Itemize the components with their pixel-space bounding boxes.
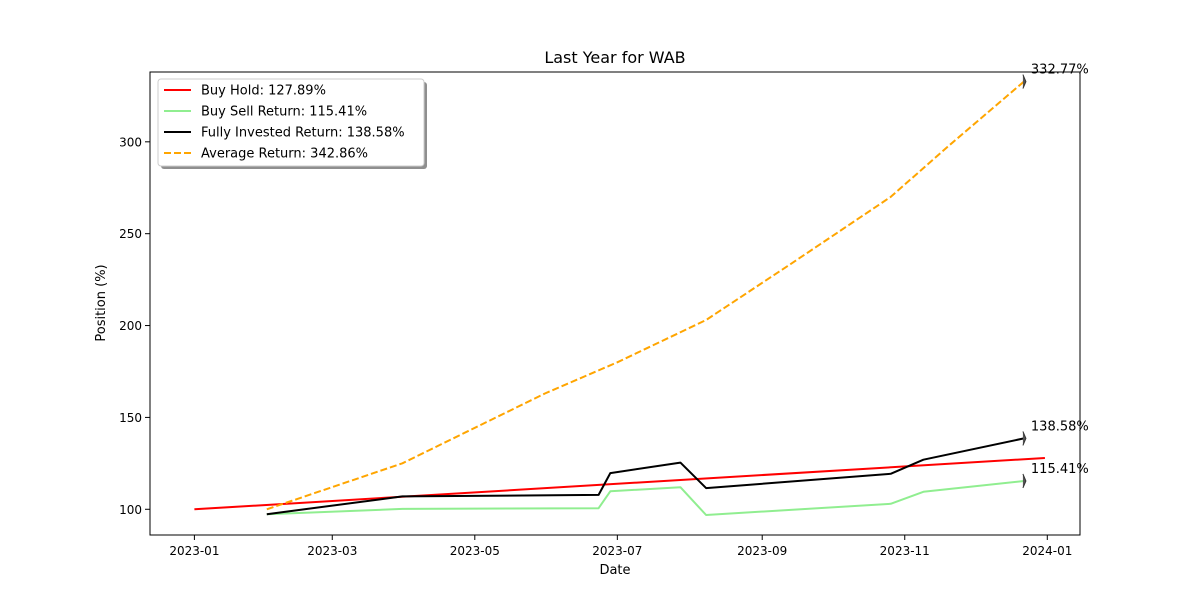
x-tick-label: 2023-07 [592, 544, 642, 558]
x-tick-label: 2024-01 [1022, 544, 1072, 558]
x-tick-label: 2023-09 [737, 544, 787, 558]
legend-label-3: Average Return: 342.86% [201, 147, 368, 162]
x-tick-label: 2023-05 [450, 544, 500, 558]
y-tick-label: 300 [119, 135, 142, 149]
series-line-1 [266, 480, 1025, 516]
plot-area: 332.77% 138.58% 115.41% [194, 63, 1089, 516]
legend-label-2: Fully Invested Return: 138.58% [201, 126, 405, 141]
x-axis: 2023-01 2023-03 2023-05 2023-07 2023-09 2023-… [169, 535, 1072, 558]
y-tick-label: 200 [119, 319, 142, 333]
annotation-label-2: 115.41% [1031, 462, 1089, 477]
annotation-arrow-0 [1022, 74, 1027, 89]
chart-title: Last Year for WAB [544, 48, 685, 67]
legend-box [157, 78, 425, 167]
x-tick-label: 2023-03 [307, 544, 357, 558]
series-line-0 [194, 457, 1045, 511]
series-line-2 [266, 437, 1025, 516]
annotation-arrow-2 [1022, 473, 1027, 489]
series-line-3 [266, 80, 1025, 511]
x-tick-label: 2023-11 [880, 544, 930, 558]
legend-label-0: Buy Hold: 127.89% [201, 84, 326, 99]
x-axis-label: Date [599, 563, 630, 578]
annotation-label-0: 332.77% [1031, 63, 1089, 78]
y-axis-label: Position (%) [94, 264, 109, 341]
y-tick-label: 250 [119, 227, 142, 241]
annotation-arrow-1 [1022, 431, 1027, 446]
y-tick-label: 100 [119, 503, 142, 517]
y-axis: 100 150 200 250 300 [119, 135, 150, 517]
x-tick-label: 2023-01 [169, 544, 219, 558]
y-tick-label: 150 [119, 411, 142, 425]
annotation-label-1: 138.58% [1031, 419, 1089, 434]
plot-frame [149, 71, 1081, 536]
legend-label-1: Buy Sell Return: 115.41% [201, 105, 367, 120]
legend: Buy Hold: 127.89% Buy Sell Return: 115.41… [157, 78, 425, 167]
